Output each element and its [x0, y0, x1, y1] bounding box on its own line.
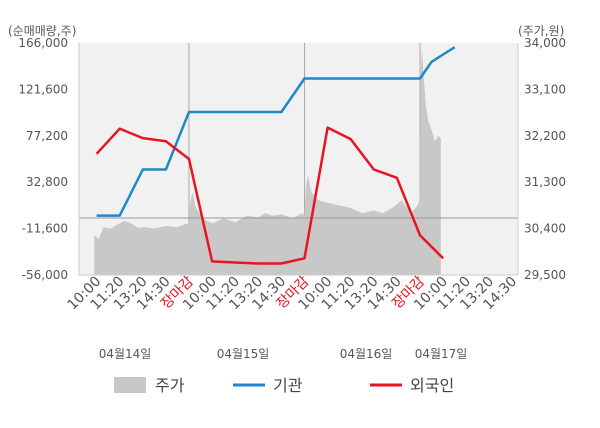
legend: 주가 기관 외국인: [114, 376, 454, 395]
date-label: 04월15일: [217, 347, 270, 361]
left-tick-label: -11,600: [22, 222, 68, 236]
legend-foreign-label: 외국인: [410, 376, 454, 395]
line-series-layer: [95, 46, 456, 265]
left-axis-ticks: 166,000 121,600 77,200 32,800 -11,600 -56,000: [18, 36, 68, 282]
date-label: 04월16일: [340, 347, 393, 361]
date-label: 04월17일: [415, 347, 468, 361]
right-axis-label: (주가,원): [518, 24, 564, 38]
institution-line: [96, 46, 456, 217]
x-axis-ticks: 10:0011:2013:2014:30장마감10:0011:2013:2014…: [65, 273, 521, 313]
left-tick-label: 166,000: [18, 36, 68, 50]
legend-price-swatch: [114, 377, 146, 393]
right-axis-ticks: 34,000 33,100 32,200 31,300 30,400 29,500: [524, 36, 566, 282]
date-labels: 04월14일 04월15일 04월16일 04월17일: [99, 347, 468, 361]
left-tick-label: 121,600: [18, 82, 68, 96]
legend-price-label: 주가: [155, 376, 185, 395]
right-tick-label: 34,000: [524, 36, 566, 50]
left-tick-label: 77,200: [26, 129, 68, 143]
right-tick-label: 32,200: [524, 129, 566, 143]
legend-institution-label: 기관: [273, 376, 303, 395]
right-tick-label: 29,500: [524, 268, 566, 282]
left-tick-label: -56,000: [22, 268, 68, 282]
right-tick-label: 33,100: [524, 82, 566, 96]
left-tick-label: 32,800: [26, 175, 68, 189]
right-tick-label: 30,400: [524, 222, 566, 236]
date-label: 04월14일: [99, 347, 152, 361]
left-axis-label: (순매매량,주): [8, 24, 76, 38]
foreign-line: [95, 126, 444, 265]
right-tick-label: 31,300: [524, 175, 566, 189]
